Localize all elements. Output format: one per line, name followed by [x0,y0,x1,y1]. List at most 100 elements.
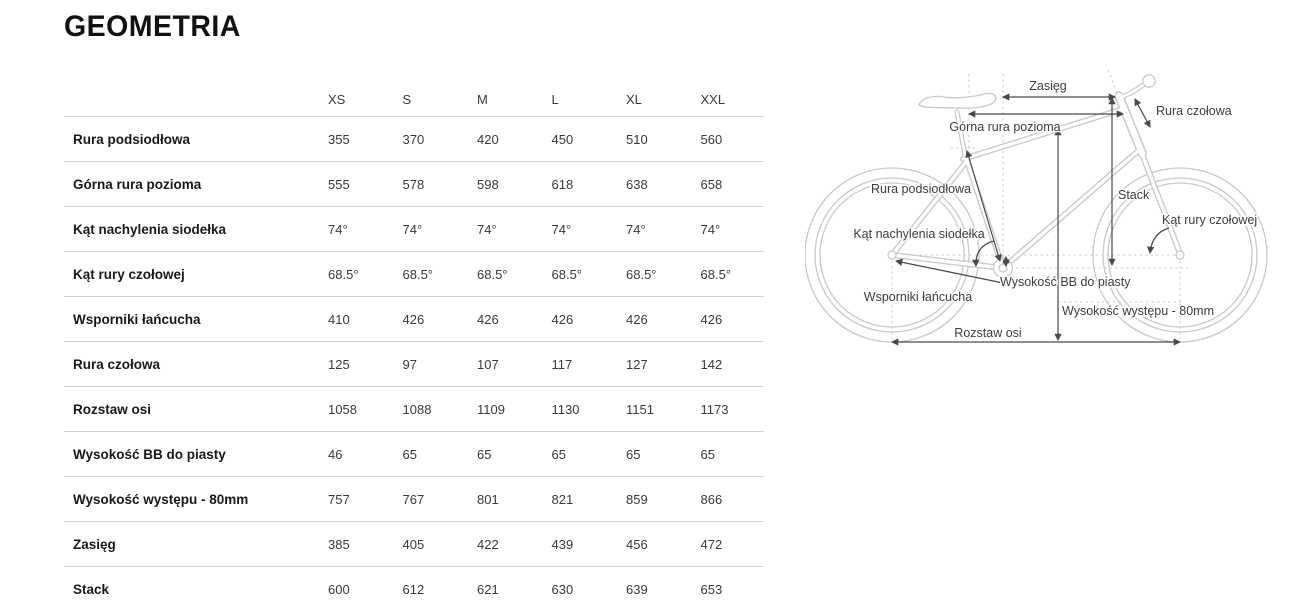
chainstay-arrow [894,258,1010,287]
cell-value: 821 [551,491,574,507]
headtube-arrow [1134,98,1151,128]
cell-value: 97 [402,356,417,372]
cell-value: 74° [402,221,423,237]
cell-value: 1173 [700,401,729,417]
row-label: Wsporniki łańcucha [73,311,201,327]
table-row: Rura czołowa 125 97 107 117 127 142 [64,342,764,387]
table-row: Kąt rury czołowej 68.5° 68.5° 68.5° 68.5… [64,252,764,297]
label-headtube: Rura czołowa [1156,104,1232,118]
cell-value: 612 [402,581,425,597]
saddle [918,92,997,109]
cell-value: 65 [700,446,715,462]
size-header-m: M [477,92,488,107]
bike-geometry-diagram: Zasięg Rura czołowa Górna rura pozioma R… [804,52,1314,400]
row-label: Stack [73,581,110,597]
cell-value: 117 [551,356,573,372]
cell-value: 618 [551,176,574,192]
cell-value: 426 [626,311,648,327]
label-bb-height: Wysokość BB do piasty [1000,275,1131,289]
row-label: Rura podsiodłowa [73,131,191,147]
cell-value: 74° [328,221,348,237]
cell-value: 370 [402,131,425,147]
cell-value: 450 [551,131,574,147]
size-header-s: S [402,92,412,107]
front-hub [1175,250,1185,260]
seat-angle-arc [972,240,995,268]
cell-value: 767 [402,491,425,507]
label-stack: Stack [1118,188,1150,202]
label-seat-angle: Kąt nachylenia siodełka [853,227,984,241]
handlebar-grip [1142,74,1156,88]
diagram-labels: Zasięg Rura czołowa Górna rura pozioma R… [852,78,1259,342]
row-label: Rura czołowa [73,356,161,372]
cell-value: 68.5° [700,266,732,282]
label-head-angle: Kąt rury czołowej [1162,213,1257,227]
cell-value: 127 [626,356,648,372]
cell-value: 1088 [402,401,432,417]
cell-value: 426 [477,311,499,327]
cell-value: 107 [477,356,499,372]
cell-value: 68.5° [477,266,508,282]
cell-value: 426 [551,311,574,327]
cell-value: 65 [626,446,641,462]
cell-value: 510 [626,131,648,147]
cell-value: 426 [700,311,723,327]
cell-value: 560 [700,131,723,147]
cell-value: 472 [700,536,723,552]
row-label: Kąt nachylenia siodełka [73,221,227,237]
cell-value: 621 [477,581,499,597]
table-row: Stack 600 612 621 630 639 653 [64,567,764,611]
label-seattube: Rura podsiodłowa [871,182,971,196]
cell-value: 74° [477,221,497,237]
label-reach: Zasięg [1029,79,1067,93]
size-header-xxl: XXL [700,92,726,107]
table-row: Górna rura pozioma 555 578 598 618 638 6… [64,162,764,207]
cell-value: 68.5° [551,266,583,282]
label-chainstay: Wsporniki łańcucha [864,290,972,304]
geometry-table: XS S M L XL XXL Rura podsiodłowa 355 370… [64,83,764,611]
cell-value: 68.5° [328,266,359,282]
cell-value: 65 [551,446,566,462]
cell-value: 801 [477,491,499,507]
cell-value: 859 [626,491,648,507]
cell-value: 385 [328,536,350,552]
cell-value: 125 [328,356,350,372]
bike-frame [887,74,1185,279]
cell-value: 65 [402,446,417,462]
cell-value: 1058 [328,401,357,417]
cell-value: 410 [328,311,350,327]
table-header-row: XS S M L XL XXL [64,83,764,117]
row-label: Górna rura pozioma [73,176,202,192]
cell-value: 1130 [551,401,580,417]
cell-value: 757 [328,491,350,507]
cell-value: 639 [626,581,648,597]
cell-value: 439 [551,536,574,552]
cell-value: 630 [551,581,574,597]
row-label: Zasięg [73,536,116,552]
dimension-arrows [890,93,1182,346]
table-row: Rura podsiodłowa 355 370 420 450 510 560 [64,117,764,162]
cell-value: 600 [328,581,350,597]
cell-value: 405 [402,536,425,552]
label-toptube: Górna rura pozioma [949,120,1060,134]
table-row: Wysokość występu - 80mm 757 767 801 821 … [64,477,764,522]
row-label: Wysokość występu - 80mm [73,491,249,507]
size-header-xs: XS [328,92,346,107]
cell-value: 74° [551,221,572,237]
table-row: Kąt nachylenia siodełka 74° 74° 74° 74° … [64,207,764,252]
cell-value: 68.5° [626,266,657,282]
label-wheelbase: Rozstaw osi [954,326,1021,340]
cell-value: 74° [700,221,721,237]
size-header-xl: XL [626,92,642,107]
cell-value: 426 [402,311,425,327]
cell-value: 1151 [626,401,654,417]
cell-value: 866 [700,491,723,507]
cell-value: 68.5° [402,266,434,282]
cell-value: 74° [626,221,646,237]
seattube-arrow [965,149,1002,263]
cell-value: 420 [477,131,499,147]
cell-value: 638 [626,176,648,192]
table-row: Wsporniki łańcucha 410 426 426 426 426 4… [64,297,764,342]
table-row: Wysokość BB do piasty 46 65 65 65 65 65 [64,432,764,477]
size-header-l: L [551,92,559,107]
